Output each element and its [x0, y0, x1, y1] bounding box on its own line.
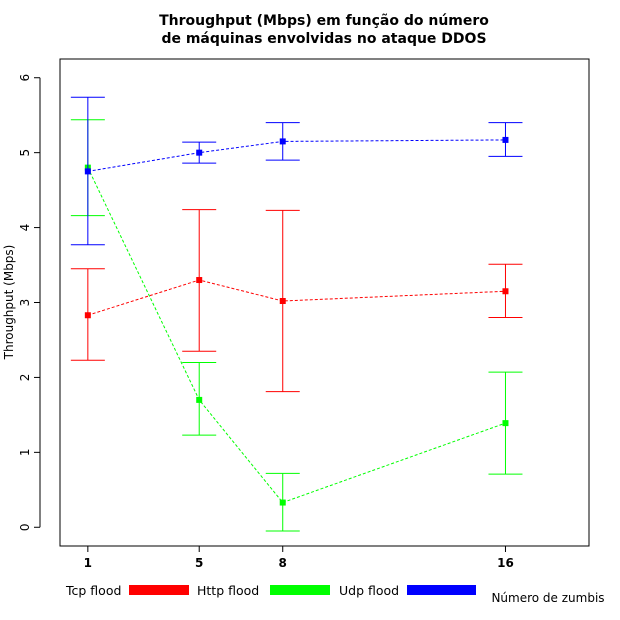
legend-swatch-1 [270, 585, 330, 595]
data-point-16 [502, 420, 509, 427]
y-tick-label-2: 2 [18, 374, 32, 382]
data-point-8 [279, 138, 286, 145]
chart-title-line-1: Throughput (Mbps) em função do número [159, 13, 489, 29]
x-tick-label-16: 16 [497, 556, 514, 570]
legend-swatch-2 [407, 585, 476, 595]
y-tick-label-6: 6 [18, 74, 32, 82]
legend-label-0: Tcp flood [65, 583, 121, 598]
x-tick-label-8: 8 [279, 556, 287, 570]
data-point-8 [279, 298, 286, 305]
data-point-5 [196, 149, 203, 156]
data-point-16 [502, 136, 509, 143]
x-tick-label-1: 1 [84, 556, 92, 570]
data-point-1 [84, 168, 91, 175]
series-layer [70, 96, 523, 532]
legend-label-2: Udp flood [339, 583, 399, 598]
data-point-1 [84, 312, 91, 319]
legend-swatch-0 [129, 585, 189, 595]
data-point-16 [502, 288, 509, 295]
axes: 0 1 2 3 4 5 6 1 5 8 16 [18, 74, 514, 570]
data-point-8 [279, 499, 286, 506]
y-tick-label-1: 1 [18, 449, 32, 457]
data-point-5 [196, 277, 203, 284]
x-tick-label-5: 5 [195, 556, 203, 570]
series-udp-flood [70, 96, 523, 246]
y-tick-label-0: 0 [18, 523, 32, 531]
legend-label-1: Http flood [197, 583, 259, 598]
y-tick-label-3: 3 [18, 299, 32, 307]
data-point-5 [196, 396, 203, 403]
series-tcp-flood [70, 209, 523, 393]
x-axis-label: Número de zumbis [491, 591, 604, 605]
y-tick-label-5: 5 [18, 149, 32, 157]
legend: Tcp flood Http flood Udp flood [65, 583, 476, 598]
y-tick-label-4: 4 [18, 224, 32, 232]
series-line [87, 139, 506, 172]
y-axis-label: Throughput (Mbps) [2, 245, 16, 361]
chart-title-line-2: de máquinas envolvidas no ataque DDOS [161, 31, 486, 47]
